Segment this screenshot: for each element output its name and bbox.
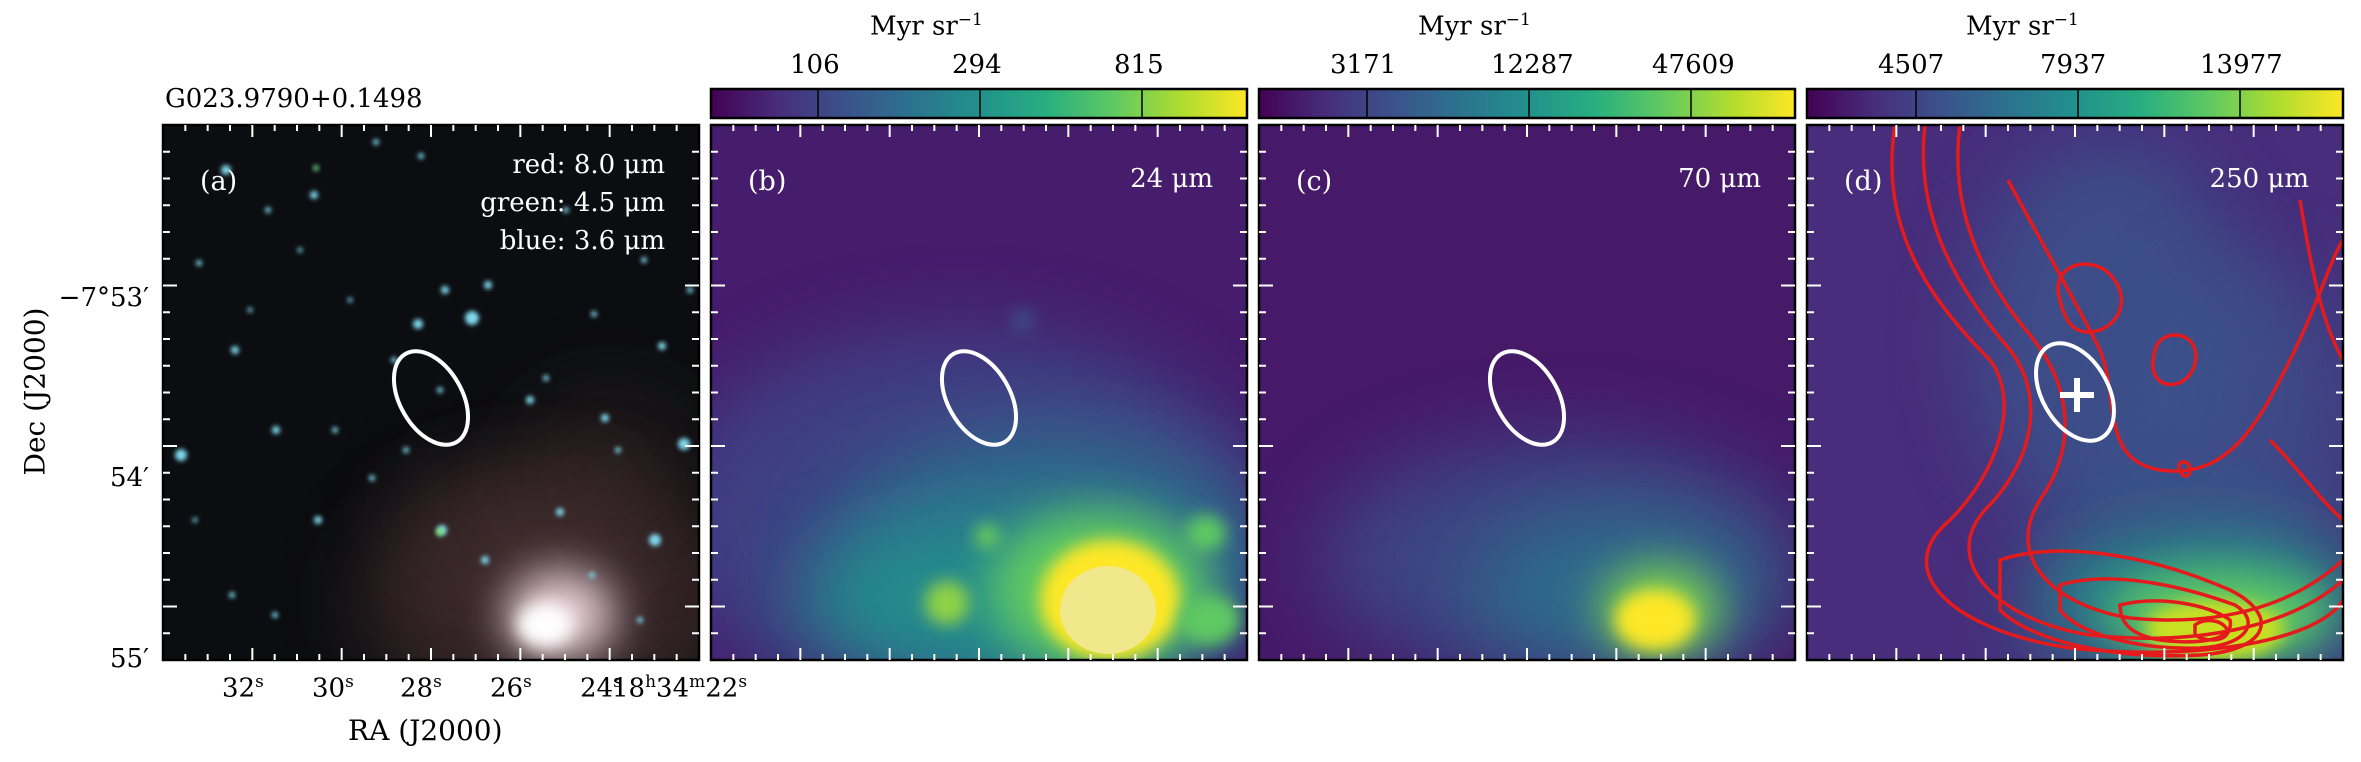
colorbar-tick: 294 [952, 50, 1002, 80]
dec-tick-label: −7°53′ [58, 283, 149, 313]
panel-c-band: 70 μm [1678, 164, 1761, 194]
colorbar-tick: 4507 [1878, 50, 1945, 80]
colorbar-tick: 12287 [1491, 50, 1574, 80]
panel-b-band: 24 μm [1130, 164, 1213, 194]
panel-a-label: (a) [200, 166, 238, 197]
panel-a-ellipse [391, 349, 471, 447]
x-axis-label: RA (J2000) [348, 714, 503, 747]
dec-tick-label: 55′ [110, 644, 149, 674]
colorbar-unit-d: Myr sr−1 [1966, 10, 2079, 42]
ra-tick-label: 24s [580, 672, 622, 704]
panel-a-image [163, 125, 699, 660]
panel-b-label: (b) [748, 166, 787, 197]
panel-ticks [163, 125, 2343, 660]
source-name: G023.9790+0.1498 [165, 84, 423, 114]
y-axis-label: Dec (J2000) [18, 307, 52, 476]
panel-d-contours [1890, 125, 2343, 658]
colorbar-tick: 7937 [2040, 50, 2107, 80]
panel-c-image [1259, 125, 1795, 660]
ra-tick-label: 32s [222, 672, 264, 704]
ra-tick-label: 18h34m22s [612, 672, 748, 704]
ra-tick-label: 30s [312, 672, 354, 704]
panel-a-band-red: red: 8.0 μm [512, 150, 665, 180]
colorbar-b [709, 87, 1249, 120]
colorbar-tick: 47609 [1652, 50, 1735, 80]
colorbar-d [1805, 87, 2345, 120]
colorbar-c [1257, 87, 1797, 120]
panel-a-stars [175, 139, 693, 623]
panel-d-label: (d) [1844, 166, 1883, 197]
dec-tick-label: 54′ [110, 463, 149, 493]
panel-b-ellipse [939, 349, 1019, 447]
colorbar-tick: 106 [790, 50, 840, 80]
colorbar-tick: 13977 [2200, 50, 2283, 80]
panel-d-ellipse [2034, 341, 2116, 443]
panel-b-image [711, 125, 1247, 660]
panel-c-ellipse [1487, 349, 1567, 447]
colorbar-tick: 3171 [1330, 50, 1397, 80]
panel-a-band-green: green: 4.5 μm [480, 188, 665, 218]
panel-c-label: (c) [1296, 166, 1333, 197]
ra-tick-label: 28s [400, 672, 442, 704]
ra-tick-label: 26s [490, 672, 532, 704]
colorbar-unit-c: Myr sr−1 [1418, 10, 1531, 42]
panel-a-band-blue: blue: 3.6 μm [499, 226, 665, 256]
panel-d-band: 250 μm [2209, 164, 2309, 194]
panel-d-peak-marker [2060, 378, 2094, 412]
colorbar-tick: 815 [1114, 50, 1164, 80]
colorbar-unit-b: Myr sr−1 [870, 10, 983, 42]
